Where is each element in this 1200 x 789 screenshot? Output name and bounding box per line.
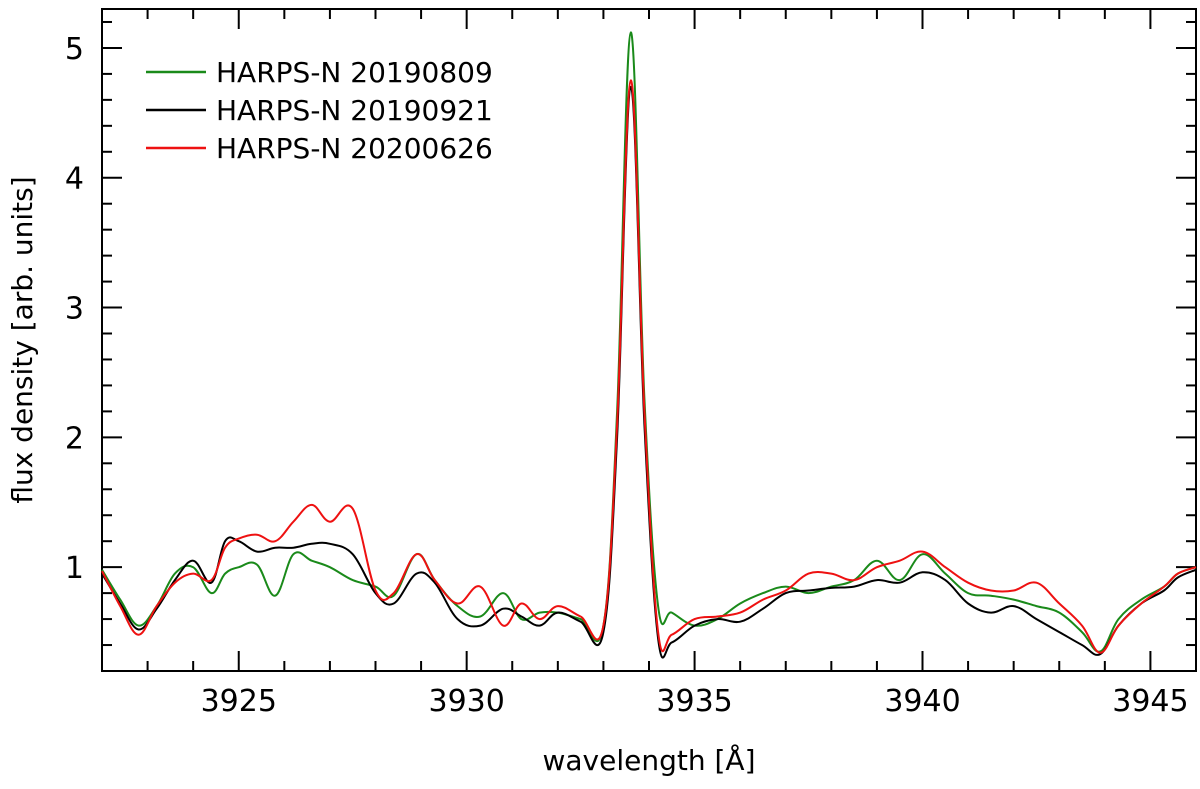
- legend-label-3: HARPS-N 20200626: [216, 132, 493, 165]
- x-tick-label: 3930: [428, 684, 504, 719]
- x-tick-label: 3945: [1112, 684, 1188, 719]
- series-layer: [101, 31, 1197, 659]
- x-axis-label: wavelength [Å]: [542, 743, 755, 777]
- series-line-1: [101, 31, 1197, 653]
- legend: HARPS-N 20190809 HARPS-N 20190921 HARPS-N …: [146, 56, 493, 165]
- legend-label-2: HARPS-N 20190921: [216, 94, 493, 127]
- y-tick-label: 2: [65, 421, 84, 456]
- legend-label-1: HARPS-N 20190809: [216, 56, 493, 89]
- y-tick-label: 5: [65, 32, 84, 67]
- x-tick-label: 3935: [656, 684, 732, 719]
- y-axis-label: flux density [arb. units]: [6, 176, 39, 503]
- series-line-3: [101, 79, 1197, 654]
- y-tick-label: 1: [65, 551, 84, 586]
- series-line-2: [101, 85, 1197, 659]
- y-tick-label: 4: [65, 162, 84, 197]
- y-tick-label: 3: [65, 292, 84, 327]
- x-tick-label: 3925: [201, 684, 277, 719]
- x-tick-label: 3940: [884, 684, 960, 719]
- ticks: 3925 3930 3935 3940 3945 1 2 3 4 5: [65, 9, 1197, 719]
